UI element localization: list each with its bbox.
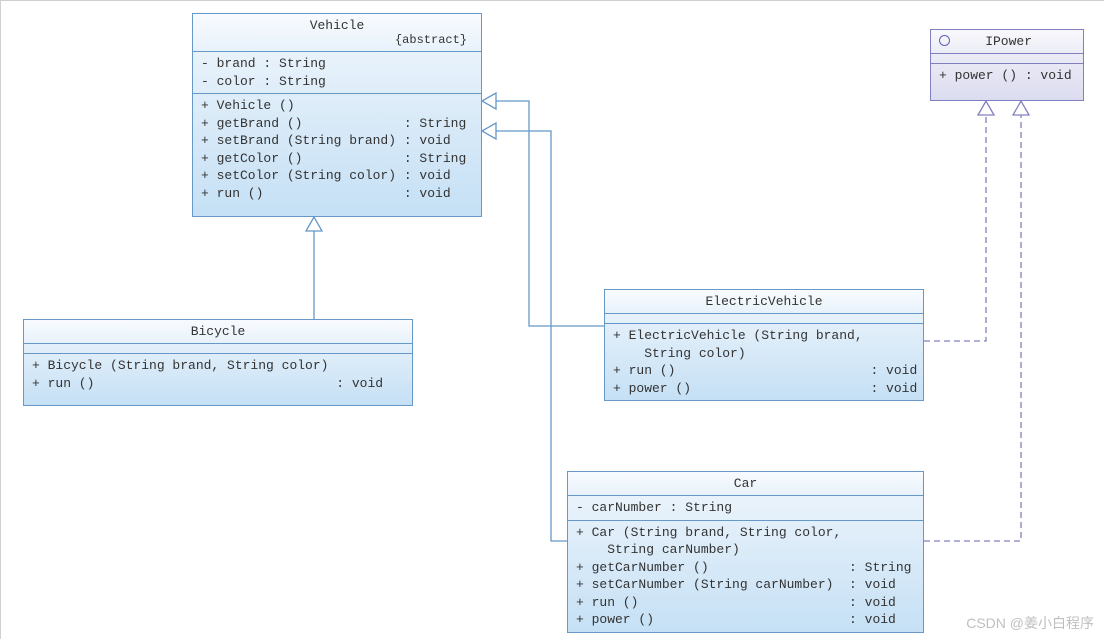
member-line: + power () : void xyxy=(939,67,1075,85)
member-line: + Car (String brand, String color, xyxy=(576,524,915,542)
attributes-compartment xyxy=(24,344,412,354)
class-electricvehicle: ElectricVehicle + ElectricVehicle (Strin… xyxy=(604,289,924,401)
operations-compartment: + power () : void xyxy=(931,64,1083,88)
member-line: + run () : void xyxy=(201,185,473,203)
member-line: + getCarNumber () : String xyxy=(576,559,915,577)
class-bicycle: Bicycle + Bicycle (String brand, String … xyxy=(23,319,413,406)
operations-compartment: + Bicycle (String brand, String color)+ … xyxy=(24,354,412,395)
member-line: String color) xyxy=(613,345,915,363)
generalization-arrowhead-icon xyxy=(306,217,322,231)
lollipop-icon xyxy=(939,35,950,46)
member-line: + setColor (String color) : void xyxy=(201,167,473,185)
operations-compartment: + Vehicle ()+ getBrand () : String+ setB… xyxy=(193,94,481,205)
attributes-compartment: - brand : String- color : String xyxy=(193,52,481,94)
attributes-compartment xyxy=(605,314,923,324)
member-line: + getColor () : String xyxy=(201,150,473,168)
generalization-connector xyxy=(482,131,567,541)
class-name-label: ElectricVehicle xyxy=(613,294,915,309)
class-name-label: Bicycle xyxy=(32,324,404,339)
member-line: + run () : void xyxy=(32,375,404,393)
generalization-connector xyxy=(482,101,604,326)
class-title: Car xyxy=(568,472,923,496)
interface-name-label: IPower xyxy=(968,34,1050,49)
generalization-arrowhead-icon xyxy=(482,93,496,109)
class-vehicle: Vehicle {abstract} - brand : String- col… xyxy=(192,13,482,217)
member-line: - color : String xyxy=(201,73,473,91)
member-line: + ElectricVehicle (String brand, xyxy=(613,327,915,345)
member-line: + run () : void xyxy=(613,362,915,380)
member-line: + getBrand () : String xyxy=(201,115,473,133)
class-title: Bicycle xyxy=(24,320,412,344)
attributes-compartment xyxy=(931,54,1083,64)
member-line: + Bicycle (String brand, String color) xyxy=(32,357,404,375)
watermark-text: CSDN @姜小白程序 xyxy=(966,613,1094,633)
member-line: - carNumber : String xyxy=(576,499,915,517)
attributes-compartment: - carNumber : String xyxy=(568,496,923,521)
class-car: Car - carNumber : String + Car (String b… xyxy=(567,471,924,633)
class-title: ElectricVehicle xyxy=(605,290,923,314)
member-line: + setCarNumber (String carNumber) : void xyxy=(576,576,915,594)
member-line: - brand : String xyxy=(201,55,473,73)
realization-connector xyxy=(924,101,1021,541)
member-line: + run () : void xyxy=(576,594,915,612)
class-title: Vehicle {abstract} xyxy=(193,14,481,52)
member-line: + Vehicle () xyxy=(201,97,473,115)
operations-compartment: + Car (String brand, String color, Strin… xyxy=(568,521,923,632)
interface-title: IPower xyxy=(931,30,1083,54)
class-stereotype: {abstract} xyxy=(201,33,473,47)
member-line: + power () : void xyxy=(576,611,915,629)
class-name-label: Car xyxy=(576,476,915,491)
operations-compartment: + ElectricVehicle (String brand, String … xyxy=(605,324,923,400)
generalization-arrowhead-icon xyxy=(482,123,496,139)
interface-ipower: IPower + power () : void xyxy=(930,29,1084,101)
member-line: + power () : void xyxy=(613,380,915,398)
class-name-label: Vehicle xyxy=(201,18,473,33)
generalization-arrowhead-icon xyxy=(1013,101,1029,115)
realization-connector xyxy=(924,101,986,341)
member-line: + setBrand (String brand) : void xyxy=(201,132,473,150)
generalization-arrowhead-icon xyxy=(978,101,994,115)
member-line: String carNumber) xyxy=(576,541,915,559)
